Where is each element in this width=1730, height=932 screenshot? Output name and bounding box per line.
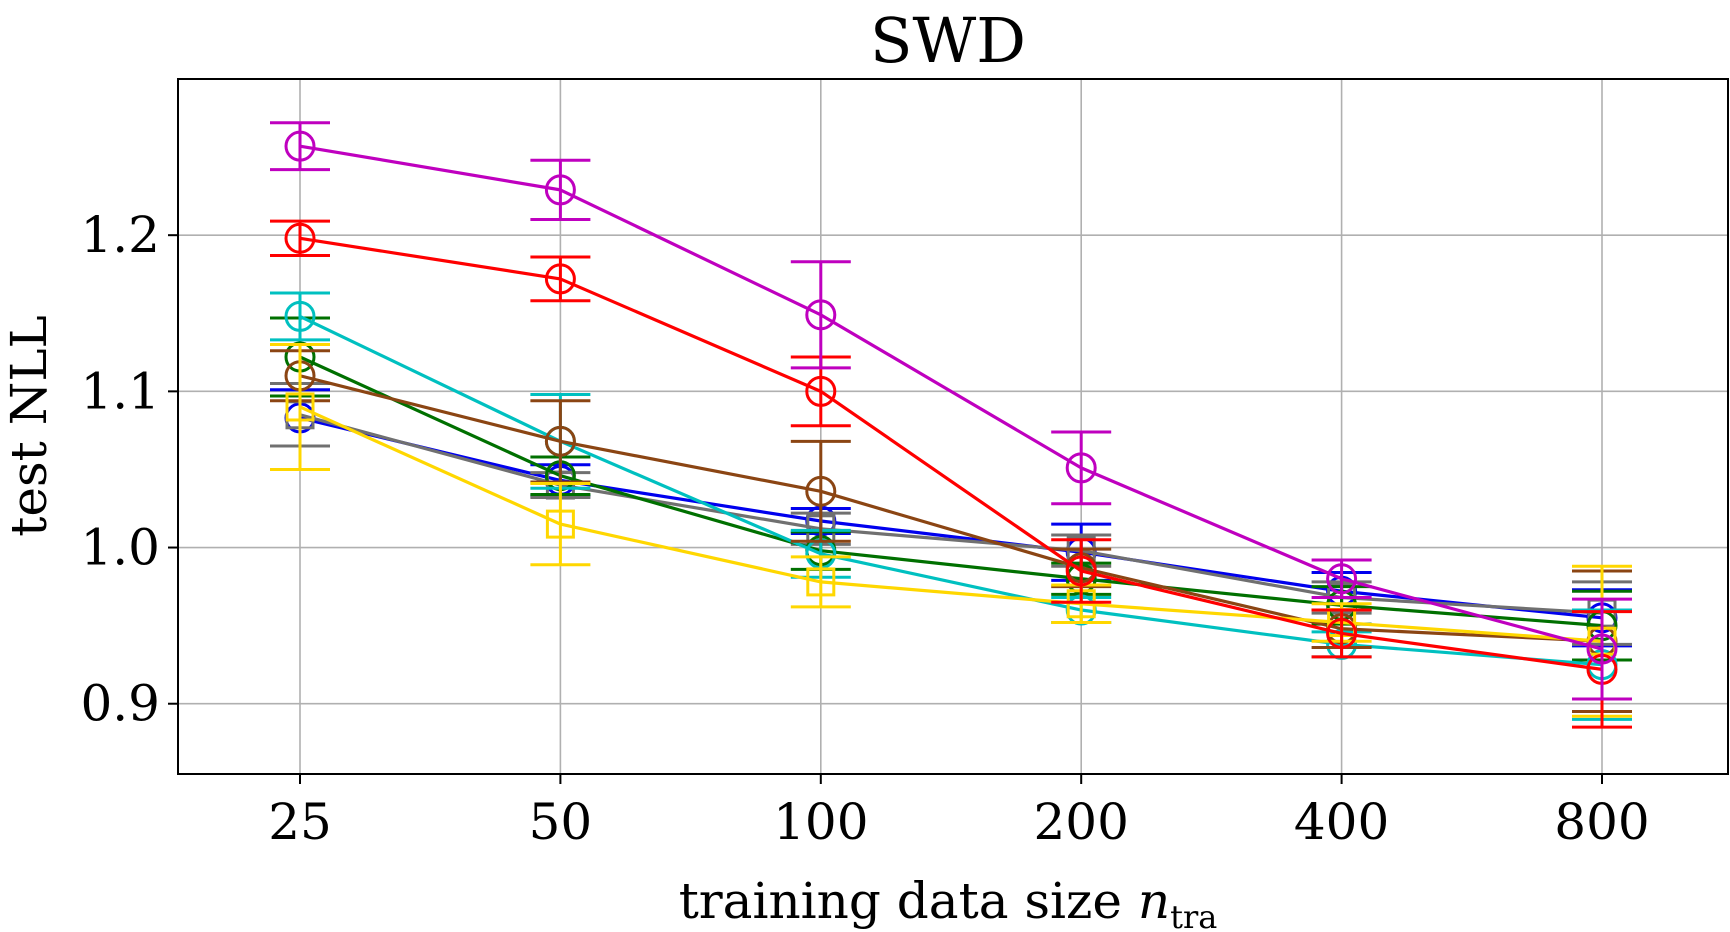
series-gray [270,382,1632,646]
series-green-line [299,355,1603,628]
x-tick-label: 25 [268,793,332,851]
series-cyan-point [284,300,316,332]
series-yellow-point [806,567,836,597]
series-gray-line [299,413,1603,615]
grid [178,79,1728,774]
series-magenta-line [299,144,1603,651]
series-cyan-line [299,314,1603,667]
series-magenta-point [1065,452,1097,484]
series-red-point [1065,555,1097,587]
series-brown-point [805,475,837,507]
series-red-point [284,222,316,254]
series-magenta-point [805,299,837,331]
series-magenta-point [544,174,576,206]
series-yellow-point [285,392,315,422]
chart-title: SWD [870,4,1026,77]
x-axis-label-var: n [1138,872,1170,930]
y-tick-label: 1.1 [80,362,160,420]
plot-frame [177,78,1729,775]
x-axis-label-prefix: training data size [679,872,1138,930]
y-tick-label: 0.9 [80,675,160,733]
x-tick-label: 200 [1033,793,1128,851]
series-red-point [1326,617,1358,649]
y-axis-label: test NLL [0,315,58,536]
series-magenta-point [1326,563,1358,595]
series-yellow-line [299,405,1603,643]
series-magenta-point [284,130,316,162]
series-brown [270,349,1632,714]
series-red-point [805,375,837,407]
y-tick-label: 1.0 [80,519,160,577]
series-red-point [544,263,576,295]
series-magenta [270,121,1632,701]
x-tick-label: 800 [1554,793,1649,851]
series-cyan [270,291,1632,721]
x-axis-label: training data size ntra [679,872,1218,932]
x-tick-label: 100 [773,793,868,851]
series-brown-point [544,425,576,457]
series-green [270,316,1632,662]
x-axis-label-sub: tra [1170,898,1217,932]
series-yellow-point [545,509,575,539]
series-magenta-point [1586,633,1618,665]
series-layer [270,121,1632,729]
series-blue-line [299,416,1603,620]
series-blue [270,388,1632,648]
x-tick-label: 50 [529,793,593,851]
series-brown-line [299,374,1603,643]
ticks: 25 50 100 200 400 800 0.9 1.0 1.1 1.2 [80,206,1649,851]
series-red-line [299,236,1603,671]
series-red [270,219,1632,729]
y-tick-label: 1.2 [80,206,160,264]
x-tick-label: 400 [1294,793,1389,851]
